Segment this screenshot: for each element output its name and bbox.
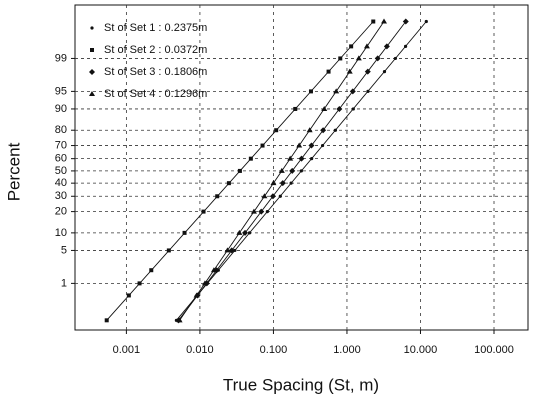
point <box>104 318 109 323</box>
point <box>289 181 293 185</box>
point <box>403 44 408 48</box>
point <box>176 317 183 323</box>
point <box>308 142 315 149</box>
point <box>201 280 208 286</box>
point <box>306 127 313 133</box>
legend-marker <box>89 91 95 96</box>
point <box>308 89 313 94</box>
point <box>326 69 331 74</box>
point <box>250 208 257 214</box>
point <box>226 181 231 186</box>
x-tick-label: 10.000 <box>404 344 438 356</box>
point <box>287 155 294 161</box>
point <box>258 208 265 215</box>
point <box>242 229 249 236</box>
point <box>224 247 231 253</box>
y-tick-label: 80 <box>55 124 67 136</box>
point <box>364 68 371 75</box>
point <box>298 155 305 162</box>
point <box>371 19 376 24</box>
y-tick-label: 50 <box>55 165 67 177</box>
plot-frame <box>74 4 529 331</box>
point <box>382 70 387 74</box>
point <box>289 167 296 174</box>
point <box>166 248 171 253</box>
point <box>149 268 154 273</box>
point <box>355 55 362 61</box>
legend-text: St of Set 2 : 0.0372m <box>104 44 207 56</box>
legend-marker <box>90 26 94 30</box>
x-tick-label: 1.000 <box>333 344 361 356</box>
legend-marker <box>90 48 94 52</box>
point <box>349 88 356 95</box>
x-axis-label: True Spacing (St, m) <box>223 375 379 394</box>
y-tick-label: 20 <box>55 206 67 218</box>
point <box>383 43 390 50</box>
point <box>380 18 387 24</box>
point <box>333 88 340 94</box>
point <box>393 56 398 61</box>
point <box>320 127 327 134</box>
x-tick-label: 0.001 <box>113 344 141 356</box>
point <box>274 128 279 133</box>
x-tick-label: 100.000 <box>474 344 514 356</box>
point <box>261 193 268 199</box>
y-tick-label: 90 <box>55 103 67 115</box>
x-tick-label: 0.010 <box>186 344 214 356</box>
point <box>366 89 370 93</box>
y-tick-label: 5 <box>61 244 67 256</box>
point <box>351 107 355 111</box>
x-tick-label: 0.100 <box>260 344 288 356</box>
point <box>228 247 235 254</box>
y-tick-label: 70 <box>55 139 67 151</box>
point <box>349 44 354 49</box>
point <box>233 248 237 253</box>
point <box>278 194 282 198</box>
point <box>137 281 142 286</box>
point <box>293 106 298 111</box>
point <box>260 143 265 148</box>
legend-text: St of Set 1 : 0.2375m <box>104 22 207 34</box>
point <box>338 56 343 61</box>
y-axis-label: Percent <box>4 142 23 201</box>
point <box>237 168 242 173</box>
y-tick-label: 60 <box>55 153 67 165</box>
y-tick-label: 99 <box>55 52 67 64</box>
point <box>182 230 187 235</box>
y-tick-label: 30 <box>55 190 67 202</box>
point <box>424 19 428 24</box>
point <box>193 292 200 298</box>
point <box>210 267 217 273</box>
y-tick-label: 40 <box>55 177 67 189</box>
legend-marker <box>89 69 95 75</box>
point <box>247 231 252 235</box>
legend-text: St of Set 3 : 0.1806m <box>104 66 207 78</box>
point <box>269 193 276 200</box>
point <box>402 18 409 25</box>
point <box>363 43 370 49</box>
point <box>201 209 206 214</box>
point <box>279 180 286 187</box>
point <box>320 143 325 148</box>
point <box>236 229 243 235</box>
point <box>346 68 353 74</box>
point <box>270 180 277 186</box>
point <box>278 167 285 173</box>
point <box>248 156 253 161</box>
y-tick-label: 10 <box>55 227 67 239</box>
point <box>310 157 314 161</box>
point <box>126 293 131 298</box>
point <box>215 194 220 199</box>
y-tick-label: 95 <box>55 85 67 97</box>
y-tick-label: 1 <box>61 277 67 289</box>
point <box>265 210 269 214</box>
point <box>333 128 338 132</box>
point <box>296 142 303 148</box>
point <box>336 105 343 112</box>
legend-text: St of Set 4 : 0.1296m <box>104 88 207 100</box>
point <box>321 105 328 111</box>
point <box>299 169 303 173</box>
point <box>374 55 381 62</box>
